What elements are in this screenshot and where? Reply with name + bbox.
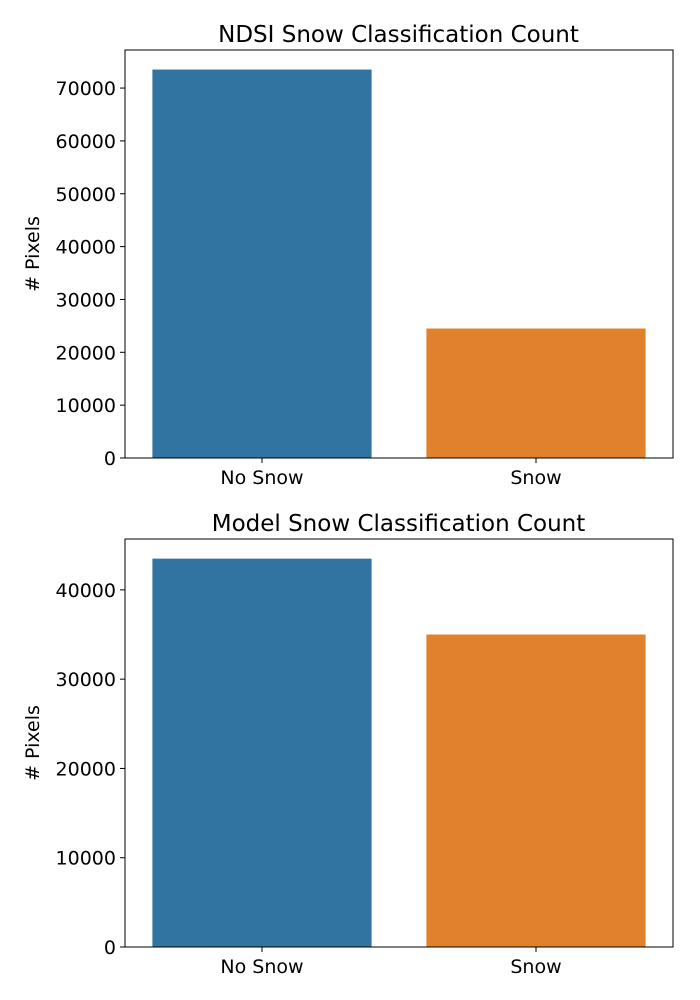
x-tick-label: Snow	[510, 956, 561, 978]
bar-snow	[426, 634, 646, 947]
bar-no-snow	[152, 69, 372, 458]
y-tick-label: 10000	[56, 848, 116, 870]
x-ticks: No Snow Snow	[220, 947, 562, 978]
bar-group	[152, 558, 646, 947]
model-chart: Model Snow Classification Count # Pixels…	[22, 511, 674, 978]
y-tick-label: 60000	[56, 131, 116, 153]
bar-snow	[426, 328, 646, 458]
y-tick-label: 50000	[56, 184, 116, 206]
y-tick-label: 30000	[56, 669, 116, 691]
y-tick-label: 40000	[56, 580, 116, 602]
y-tick-label: 70000	[56, 78, 116, 100]
y-ticks: 0 10000 20000 30000 40000 50000 60000 70000	[56, 78, 125, 470]
y-axis-label: # Pixels	[22, 705, 44, 781]
plot-frame	[124, 49, 674, 459]
x-ticks: No Snow Snow	[220, 458, 562, 489]
x-tick-label: Snow	[510, 467, 561, 489]
y-tick-label: 40000	[56, 237, 116, 259]
y-tick-label: 0	[104, 448, 116, 470]
y-tick-label: 10000	[56, 395, 116, 417]
plot-frame	[124, 538, 674, 948]
y-tick-label: 20000	[56, 342, 116, 364]
y-axis-label: # Pixels	[22, 216, 44, 292]
ndsi-chart: NDSI Snow Classification Count # Pixels …	[22, 22, 674, 489]
y-tick-label: 20000	[56, 758, 116, 780]
x-tick-label: No Snow	[220, 467, 303, 489]
y-tick-label: 30000	[56, 289, 116, 311]
chart-title: NDSI Snow Classification Count	[218, 22, 579, 48]
bar-group	[152, 69, 646, 458]
chart-title: Model Snow Classification Count	[212, 511, 586, 537]
y-ticks: 0 10000 20000 30000 40000	[56, 580, 125, 959]
x-tick-label: No Snow	[220, 956, 303, 978]
y-tick-label: 0	[104, 937, 116, 959]
bar-no-snow	[152, 558, 372, 947]
